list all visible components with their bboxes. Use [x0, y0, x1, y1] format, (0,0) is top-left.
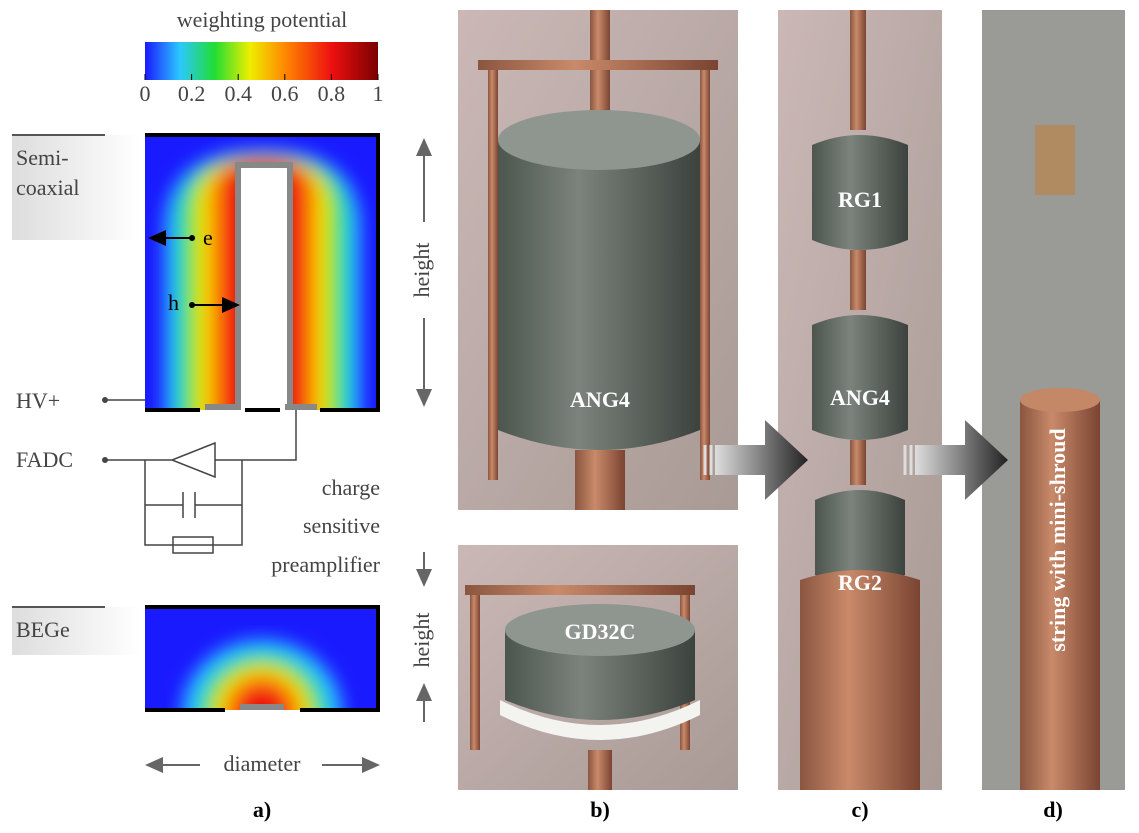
- detector-name: ANG4: [830, 385, 890, 410]
- node: [102, 457, 108, 463]
- caption: a): [253, 797, 271, 822]
- fadc-label: FADC: [16, 447, 73, 472]
- colorbar: [145, 42, 378, 80]
- preamp-label: preamplifier: [271, 552, 380, 577]
- colorbar-tick-label: 0.8: [318, 81, 346, 106]
- preamp-label: sensitive: [303, 513, 380, 538]
- photo: [982, 10, 1125, 790]
- hv-label: HV+: [16, 388, 60, 413]
- detector-name: GD32C: [565, 619, 636, 644]
- height-label: height: [409, 243, 434, 298]
- colorbar-title: weighting potential: [177, 7, 347, 32]
- dot: [189, 302, 195, 308]
- h-label: h: [168, 290, 179, 315]
- photo: [458, 545, 738, 790]
- dot: [189, 235, 195, 241]
- e-label: e: [203, 225, 213, 250]
- diameter-label: diameter: [224, 751, 302, 776]
- string-label: string with mini-shroud: [1045, 428, 1070, 651]
- height-label: height: [409, 613, 434, 668]
- colorbar-tick-label: 0.2: [178, 81, 206, 106]
- detector-name: ANG4: [570, 387, 630, 412]
- potential-map: [145, 135, 378, 430]
- photo: [458, 10, 738, 510]
- detector-label: BEGe: [16, 617, 70, 642]
- colorbar-tick-label: 0.4: [224, 81, 252, 106]
- figure: weighting potential 0 0.2 0.4 0.6 0.8 1 Semi-…: [0, 0, 1139, 833]
- detector-name: RG1: [838, 187, 882, 212]
- caption: c): [851, 797, 868, 822]
- colorbar-tick-label: 0.6: [271, 81, 299, 106]
- detector-label: Semi-: [16, 145, 69, 170]
- caption: b): [590, 797, 610, 822]
- node: [102, 397, 108, 403]
- detector-name: RG2: [838, 570, 882, 595]
- preamp-label: charge: [322, 475, 380, 500]
- caption: d): [1043, 797, 1063, 822]
- detector-label: coaxial: [16, 175, 80, 200]
- colorbar-tick-label: 0: [140, 81, 151, 106]
- colorbar-tick-label: 1: [373, 81, 384, 106]
- circuit: [105, 410, 296, 545]
